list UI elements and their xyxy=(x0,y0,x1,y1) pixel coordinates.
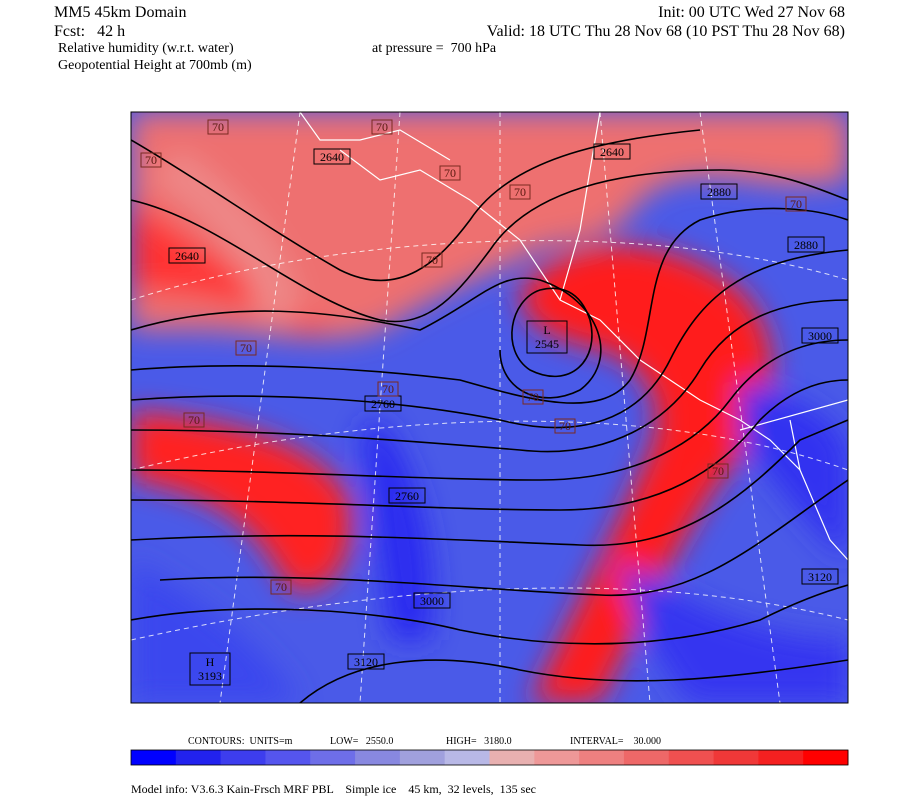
domain: MM5 45km Domain xyxy=(54,4,186,21)
rh-label: 70 xyxy=(212,120,224,134)
label-box xyxy=(371,119,393,135)
rh-label: 70 xyxy=(188,413,200,427)
height-label: 2640 xyxy=(175,249,199,263)
colorbar-swatch xyxy=(534,750,580,765)
height-label: 2880 xyxy=(794,238,818,252)
colorbar-swatch xyxy=(803,750,849,765)
contour-units: CONTOURS: UNITS=m xyxy=(188,736,293,747)
height-label: 2640 xyxy=(320,150,344,164)
colorbar-swatch xyxy=(175,750,222,765)
label-box xyxy=(313,148,351,165)
footer: Model info: V3.6.3 Kain-Frsch MRF PBL Si… xyxy=(131,782,536,796)
label-box xyxy=(785,196,807,212)
fcst: Fcst: 42 h xyxy=(54,23,125,40)
colorbar-swatch xyxy=(579,750,625,765)
label-box xyxy=(270,579,292,595)
label-box xyxy=(140,152,162,168)
init: Init: 00 UTC Wed 27 Nov 68 xyxy=(658,4,845,21)
colorbar-swatch xyxy=(355,750,401,765)
label-box xyxy=(700,183,738,200)
colorbar-swatch xyxy=(310,750,356,765)
colorbar-frame xyxy=(130,749,849,766)
rh-label: 70 xyxy=(444,166,456,180)
label-box xyxy=(168,247,206,264)
colorbar-swatch xyxy=(758,750,804,765)
colorbar-swatch xyxy=(489,750,535,765)
contour-interval: INTERVAL= 30.000 xyxy=(570,736,661,747)
rh-label: 70 xyxy=(382,382,394,396)
colorbar-swatch xyxy=(399,750,446,765)
rh-label: 70 xyxy=(240,341,252,355)
colorbar-swatch xyxy=(265,750,311,765)
contour-low: LOW= 2550.0 xyxy=(330,736,393,747)
colorbar xyxy=(130,749,849,766)
label-box xyxy=(421,252,443,268)
valid: Valid: 18 UTC Thu 28 Nov 68 (10 PST Thu … xyxy=(487,23,845,40)
colorbar-swatch xyxy=(713,750,759,765)
label-box xyxy=(189,652,231,686)
pressure: at pressure = 700 hPa xyxy=(372,41,497,56)
colorbar-swatch xyxy=(668,750,715,765)
map-field xyxy=(131,112,848,703)
colorbar-swatch xyxy=(623,750,670,765)
humidity-field xyxy=(131,112,848,703)
rh-label: 70 xyxy=(790,197,802,211)
map-frame xyxy=(130,111,849,704)
rh-label: 70 xyxy=(559,419,571,433)
colorbar-swatch xyxy=(131,750,177,765)
colorbar-swatch xyxy=(444,750,490,765)
label-box xyxy=(787,236,825,253)
height-label: 3000 xyxy=(808,329,832,343)
height-label: 2880 xyxy=(707,185,731,199)
label-box xyxy=(235,340,257,356)
height-label: 2760 xyxy=(371,397,395,411)
rh-label: 70 xyxy=(514,185,526,199)
height-label: 3120 xyxy=(808,570,832,584)
label-box xyxy=(593,143,631,160)
center-type: H xyxy=(206,655,215,669)
label-box xyxy=(801,327,839,344)
field1: Relative humidity (w.r.t. water) xyxy=(58,41,234,56)
label-box xyxy=(554,418,576,434)
center-type: L xyxy=(543,323,550,337)
label-box xyxy=(439,165,461,181)
height-label: 3000 xyxy=(420,594,444,608)
rh-label: 70 xyxy=(145,153,157,167)
label-box xyxy=(413,592,451,609)
label-box xyxy=(388,487,426,504)
colorbar-swatch xyxy=(220,750,266,765)
label-box xyxy=(526,320,568,354)
label-box xyxy=(183,412,205,428)
rh-label: 70 xyxy=(712,464,724,478)
label-box xyxy=(707,463,729,479)
height-label: 2640 xyxy=(600,145,624,159)
rh-label: 70 xyxy=(275,580,287,594)
label-box xyxy=(801,568,839,585)
center-value: 3193 xyxy=(198,669,222,683)
height-contours xyxy=(131,129,848,703)
center-value: 2545 xyxy=(535,337,559,351)
label-box xyxy=(509,184,531,200)
label-box xyxy=(347,653,385,670)
rh-label: 70 xyxy=(376,120,388,134)
height-label: 3120 xyxy=(354,655,378,669)
contour-high: HIGH= 3180.0 xyxy=(446,736,512,747)
rh-label: 70 xyxy=(527,390,539,404)
label-box xyxy=(207,119,229,135)
map-labels: 2640 2640 2640 2760 2760 2880 2880 3000 3000 3120… xyxy=(140,119,839,686)
label-box xyxy=(522,389,544,405)
label-box xyxy=(377,381,399,397)
height-label: 2760 xyxy=(395,489,419,503)
rh-label: 70 xyxy=(426,253,438,267)
field2: Geopotential Height at 700mb (m) xyxy=(58,58,252,73)
